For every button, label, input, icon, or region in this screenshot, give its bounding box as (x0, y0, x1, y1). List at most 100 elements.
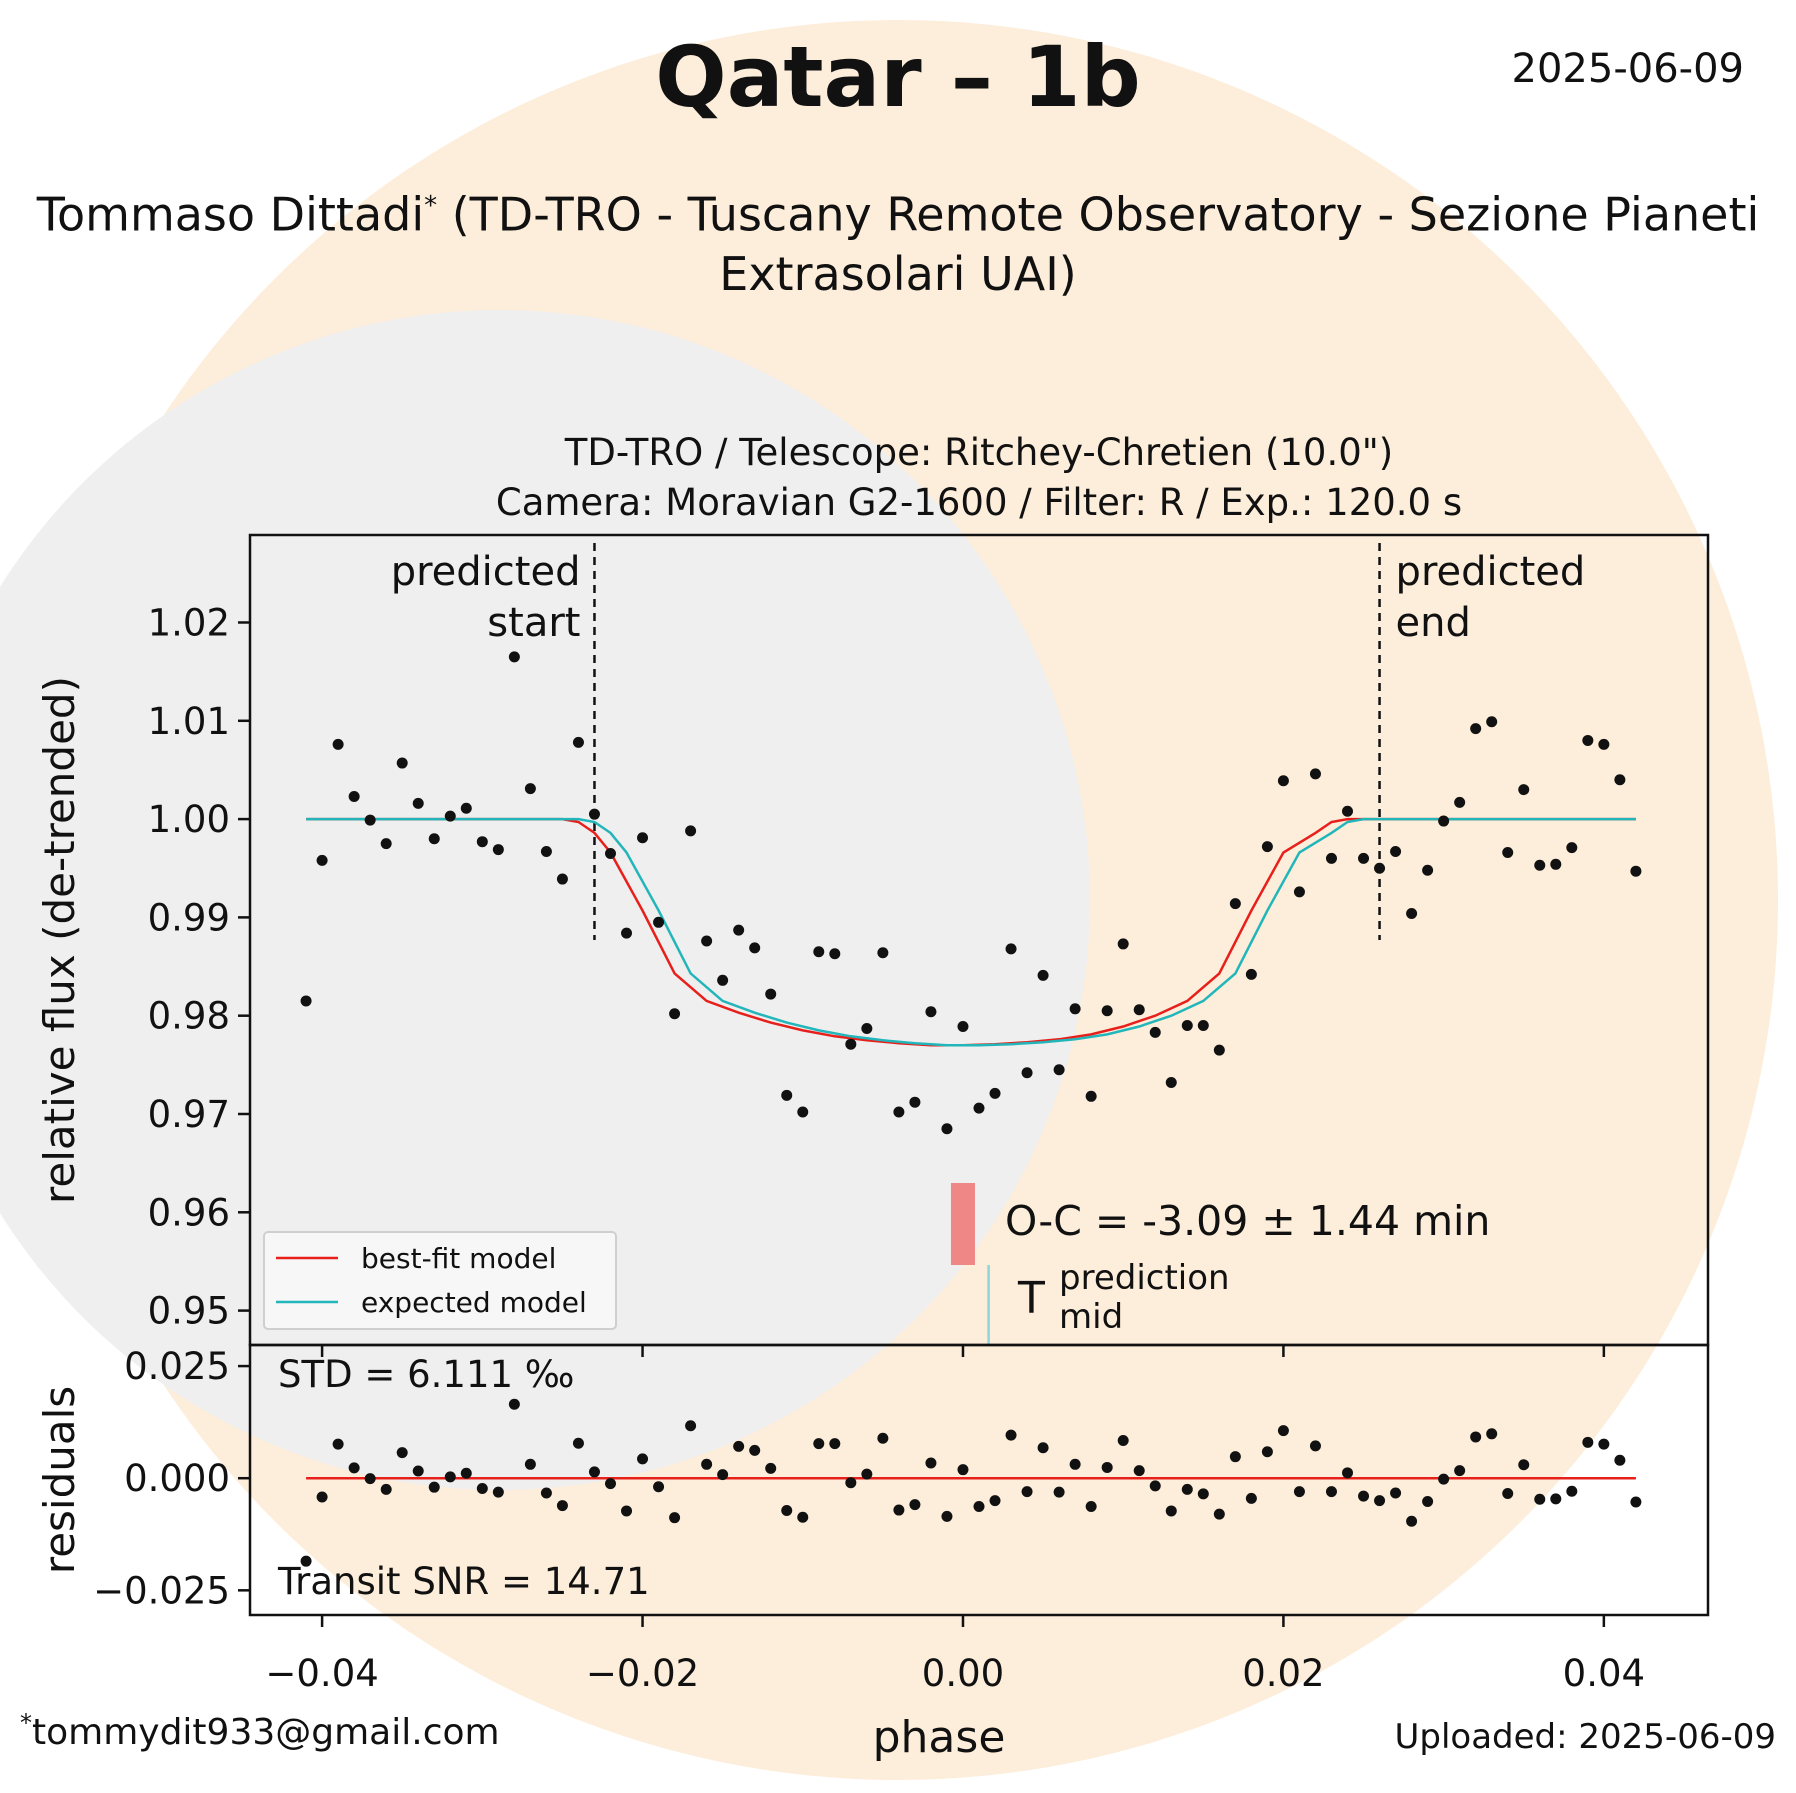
data-point (540, 846, 552, 858)
residual-point (1342, 1467, 1354, 1479)
legend-label: best-fit model (361, 1242, 556, 1275)
upload-date: Uploaded: 2025-06-09 (1394, 1717, 1777, 1757)
residual-point (685, 1420, 697, 1432)
data-point (1165, 1077, 1177, 1089)
residual-point (669, 1512, 681, 1524)
residual-point (492, 1486, 504, 1498)
residual-y-tick-label: 0.025 (124, 1345, 230, 1388)
data-point (749, 942, 761, 954)
data-point (556, 873, 568, 885)
data-point (1213, 1044, 1225, 1056)
observation-date: 2025-06-09 (1511, 46, 1744, 92)
residual-point (749, 1444, 761, 1456)
y-tick-label: 1.01 (148, 700, 230, 743)
data-point (989, 1087, 1001, 1099)
residual-y-tick-label: −0.025 (93, 1569, 230, 1612)
residual-point (396, 1447, 408, 1459)
x-tick-label: −0.02 (586, 1652, 699, 1695)
residual-point (572, 1437, 584, 1449)
main-panel: TD-TRO / Telescope: Ritchey-Chretien (10… (35, 431, 1710, 1347)
residual-point (989, 1495, 1001, 1507)
residual-point (1293, 1486, 1305, 1498)
residual-point (653, 1481, 665, 1493)
residual-plot-frame (248, 1343, 1710, 1617)
residual-point (797, 1511, 809, 1523)
residual-point (1085, 1500, 1097, 1512)
residual-point (1566, 1485, 1578, 1497)
email-footnote-mark: * (20, 1709, 32, 1737)
data-point (733, 924, 745, 936)
residual-point (1229, 1451, 1241, 1463)
y-tick-label: 1.00 (148, 798, 230, 841)
residual-point (1518, 1459, 1530, 1471)
residual-point (1181, 1483, 1193, 1495)
residual-point (412, 1465, 424, 1477)
residual-point (428, 1481, 440, 1493)
x-tick-label: 0.02 (1242, 1652, 1324, 1695)
residual-point (1069, 1458, 1081, 1470)
predicted-end-label-2: end (1396, 600, 1471, 646)
data-point (380, 838, 392, 850)
data-point (829, 948, 841, 960)
data-point (1021, 1067, 1033, 1079)
residual-point (813, 1438, 825, 1450)
data-point (476, 836, 488, 848)
residual-point (973, 1500, 985, 1512)
data-point (1005, 943, 1017, 955)
x-axis-label: phase (873, 1712, 1006, 1763)
residual-point (588, 1466, 600, 1478)
residuals-panel: STD = 6.111 ‰ Transit SNR = 14.71 0.025 0.0… (35, 1343, 1710, 1763)
data-point (1502, 847, 1514, 859)
watermark-gray-circle (0, 310, 1090, 1490)
residual-point (717, 1469, 729, 1481)
data-point (1518, 784, 1530, 796)
data-point (1486, 716, 1498, 728)
legend-label: expected model (361, 1286, 587, 1319)
data-point (973, 1102, 985, 1114)
y-axis-label: relative flux (de-trended) (35, 676, 84, 1204)
residual-point (941, 1510, 953, 1522)
data-point (316, 854, 328, 866)
data-point (332, 738, 344, 750)
observer-name: Tommaso Dittadi (36, 187, 425, 242)
data-point (1149, 1026, 1161, 1038)
data-point (701, 935, 713, 947)
data-point (781, 1089, 793, 1101)
data-point (1550, 858, 1562, 870)
data-point (637, 832, 649, 844)
data-point (428, 833, 440, 845)
data-point (1358, 852, 1370, 864)
residual-point (893, 1504, 905, 1516)
residual-point (1630, 1496, 1642, 1508)
data-point (444, 810, 456, 822)
residual-point (1325, 1486, 1337, 1498)
data-point (909, 1096, 921, 1108)
y-tick-label: 0.97 (148, 1093, 230, 1136)
data-point (1293, 886, 1305, 898)
residual-point (1470, 1431, 1482, 1443)
residual-point (1021, 1486, 1033, 1498)
y-tick-label: 0.95 (148, 1290, 230, 1333)
data-point (717, 974, 729, 986)
observer-org: (TD-TRO - Tuscany Remote Observatory - S… (451, 187, 1760, 302)
residual-point (733, 1440, 745, 1452)
residual-point (925, 1457, 937, 1469)
footer-email-line: *tommydit933@gmail.com (20, 1709, 500, 1753)
data-point (1470, 723, 1482, 735)
data-point (1197, 1020, 1209, 1032)
prediction-sub-label: mid (1059, 1297, 1123, 1337)
data-point (1422, 864, 1434, 876)
data-point (1374, 862, 1386, 874)
prediction-T-label: T (1017, 1273, 1045, 1324)
residual-point (1165, 1505, 1177, 1517)
residual-point (1133, 1465, 1145, 1477)
residual-point (1502, 1487, 1514, 1499)
residual-point (1374, 1495, 1386, 1507)
residual-point (380, 1483, 392, 1495)
y-tick-label: 1.02 (148, 601, 230, 644)
residual-point (1053, 1486, 1065, 1498)
data-point (588, 808, 600, 820)
data-point (1229, 898, 1241, 910)
